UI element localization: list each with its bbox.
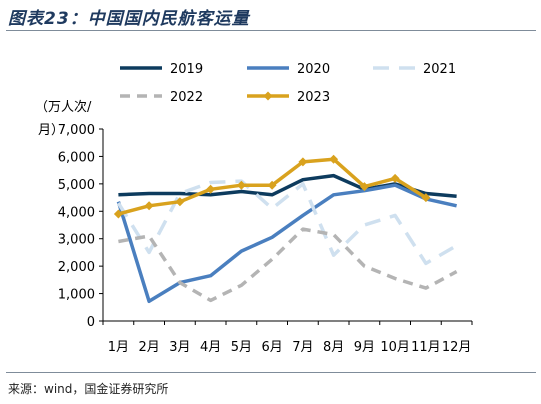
data-point-2023: [359, 182, 369, 192]
x-tick-label: 10月: [380, 340, 410, 355]
x-tick-label: 2月: [138, 340, 159, 355]
data-point-2023: [113, 209, 123, 219]
y-tick-label: 4,000: [58, 205, 95, 220]
x-tick-label: 5月: [231, 340, 252, 355]
series-line-2019: [118, 173, 457, 198]
x-tick-label: 4月: [200, 340, 221, 355]
y-tick-label: 0: [87, 315, 95, 330]
data-point-2023: [390, 173, 400, 183]
series-line-2020: [116, 183, 457, 304]
legend-label-2021: 2021: [423, 62, 456, 77]
legend-marker-2023: [263, 91, 273, 101]
x-tick-label: 6月: [261, 340, 282, 355]
x-tick-label: 9月: [354, 340, 375, 355]
y-tick-label: 1,000: [58, 288, 95, 303]
x-tick-label: 12月: [442, 340, 472, 355]
y-tick-label: 6,000: [58, 150, 95, 165]
data-point-2023: [175, 197, 185, 207]
legend-label-2019: 2019: [170, 62, 203, 77]
figure-title: 图表23：中国国内民航客运量: [8, 9, 250, 29]
series-layer: [113, 154, 458, 304]
title-divider: [6, 30, 536, 31]
x-tick-label: 1月: [108, 340, 129, 355]
y-tick-label: 3,000: [58, 233, 95, 248]
y-tick-label: 5,000: [58, 178, 95, 193]
data-point-2023: [298, 157, 308, 167]
data-point-2023: [236, 180, 246, 190]
legend-label-2022: 2022: [170, 90, 203, 105]
y-tick-label: 7,000: [58, 123, 95, 138]
legend: 2019 2020 2021 2022 2023: [120, 62, 456, 105]
x-tick-label: 8月: [323, 340, 344, 355]
axes: 0 1,000 2,000 3,000 4,000 5,000 6,000 7,000 1月 2月…: [58, 123, 473, 355]
data-point-2023: [329, 154, 339, 164]
x-tick-label: 11月: [411, 340, 441, 355]
data-point-2023: [206, 184, 216, 194]
series-line-2022: [118, 227, 458, 303]
x-tick-label: 3月: [169, 340, 190, 355]
y-axis-unit-line-1: （万人次/: [35, 99, 92, 115]
data-point-2023: [421, 193, 431, 203]
figure-source: 来源：wind，国金证券研究所: [8, 382, 169, 396]
legend-label-2023: 2023: [297, 90, 330, 105]
legend-label-2020: 2020: [297, 62, 330, 77]
y-tick-label: 2,000: [58, 260, 95, 275]
source-divider: [6, 372, 536, 373]
data-point-2023: [144, 201, 154, 211]
data-point-2023: [267, 180, 277, 190]
x-tick-label: 7月: [292, 340, 313, 355]
y-axis-unit-line-2: 月）: [38, 123, 64, 138]
line-chart: 2019 2020 2021 2022 2023 （万人次/ 月） 0 1,000 2,00…: [35, 62, 473, 355]
